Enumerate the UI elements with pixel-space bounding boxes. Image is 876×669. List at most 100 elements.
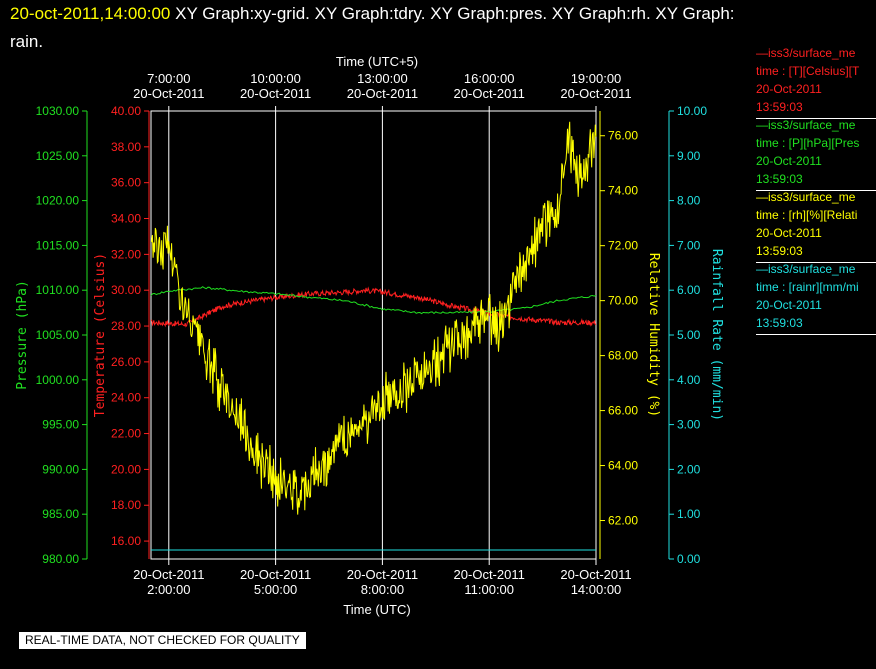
legend-entry-4-line3: 20-Oct-2011 — [756, 298, 822, 312]
rh-tick-label: 64.00 — [608, 459, 638, 473]
temperature-tick-label: 34.00 — [111, 212, 141, 226]
rh-tick-label: 68.00 — [608, 349, 638, 363]
temperature-tick-label: 24.00 — [111, 391, 141, 405]
temperature-tick-label: 26.00 — [111, 355, 141, 369]
x-tick-label-bottom-time: 8:00:00 — [361, 582, 404, 597]
rh-tick-label: 70.00 — [608, 294, 638, 308]
temperature-tick-label: 22.00 — [111, 427, 141, 441]
temperature-tick-label: 18.00 — [111, 498, 141, 512]
series-line-pres — [150, 286, 597, 315]
pressure-tick-label: 1020.00 — [36, 194, 80, 208]
header-timestamp: 20-oct-2011,14:00:00 — [10, 4, 171, 23]
legend-entry-2-line1: —iss3/surface_me — [756, 118, 856, 132]
temperature-tick-label: 36.00 — [111, 176, 141, 190]
legend-entry-4-line2: time : [rainr][mm/mi — [756, 280, 859, 294]
rain-tick-label: 1.00 — [677, 507, 701, 521]
legend-entry-1-line3: 20-Oct-2011 — [756, 82, 822, 96]
plot-frame — [150, 110, 597, 560]
x-tick-label-bottom-date: 20-Oct-2011 — [240, 567, 311, 582]
legend-separator — [756, 262, 876, 263]
legend-entry-3-line2: time : [rh][%][Relati — [756, 208, 858, 222]
pressure-tick-label: 1030.00 — [36, 104, 80, 118]
pressure-tick-label: 1000.00 — [36, 373, 80, 387]
x-tick-label-bottom-date: 20-Oct-2011 — [347, 567, 418, 582]
x-tick-label-bottom-date: 20-Oct-2011 — [133, 567, 204, 582]
header-line-2: rain. — [10, 32, 44, 51]
rain-axis-label: Rainfall Rate (mm/min) — [709, 249, 724, 421]
rain-tick-label: 8.00 — [677, 194, 701, 208]
series-line-tdry — [150, 286, 597, 328]
legend-entry-1-line2: time : [T][Celsius][T — [756, 64, 860, 78]
temperature-tick-label: 38.00 — [111, 140, 141, 154]
legend-entry-4-line1: —iss3/surface_me — [756, 262, 856, 276]
pressure-tick-label: 1015.00 — [36, 238, 80, 252]
x-tick-label-top-date: 20-Oct-2011 — [240, 86, 311, 101]
x-tick-label-bottom-time: 5:00:00 — [254, 582, 297, 597]
pressure-tick-label: 980.00 — [42, 552, 79, 566]
header-graph-list: XY Graph:xy-grid. XY Graph:tdry. XY Grap… — [175, 4, 735, 23]
legend-entry-1-line4: 13:59:03 — [756, 100, 803, 114]
legend-entry-3-line4: 13:59:03 — [756, 244, 803, 258]
rh-tick-label: 66.00 — [608, 404, 638, 418]
top-axis-label: Time (UTC+5) — [336, 54, 418, 69]
x-tick-label-top-time: 19:00:00 — [571, 71, 622, 86]
temperature-tick-label: 40.00 — [111, 104, 141, 118]
rain-tick-label: 9.00 — [677, 149, 701, 163]
bottom-axis-label: Time (UTC) — [343, 602, 410, 617]
temperature-tick-label: 16.00 — [111, 534, 141, 548]
pressure-tick-label: 1025.00 — [36, 149, 80, 163]
rain-tick-label: 3.00 — [677, 418, 701, 432]
legend-entry-2-line2: time : [P][hPa][Pres — [756, 136, 860, 150]
rh-tick-label: 72.00 — [608, 239, 638, 253]
temperature-tick-label: 20.00 — [111, 462, 141, 476]
legend-separator — [756, 334, 876, 335]
rh-tick-label: 76.00 — [608, 129, 638, 143]
x-tick-label-top-time: 16:00:00 — [464, 71, 515, 86]
x-tick-label-bottom-time: 11:00:00 — [464, 582, 514, 597]
x-tick-label-bottom-time: 2:00:00 — [147, 582, 190, 597]
rain-tick-label: 6.00 — [677, 283, 701, 297]
legend-entry-1-line1: —iss3/surface_me — [756, 46, 856, 60]
header-line-1: 20-oct-2011,14:00:00 XY Graph:xy-grid. X… — [10, 3, 735, 25]
series-line-rh — [150, 121, 597, 515]
rain-tick-label: 2.00 — [677, 462, 701, 476]
x-tick-label-bottom-date: 20-Oct-2011 — [454, 567, 525, 582]
rain-tick-label: 7.00 — [677, 238, 701, 252]
pressure-tick-label: 1005.00 — [36, 328, 80, 342]
plot-layer: 20-Oct-20112:00:0020-Oct-20115:00:0020-O… — [36, 71, 708, 597]
rain-tick-label: 5.00 — [677, 328, 701, 342]
rh-tick-label: 74.00 — [608, 184, 638, 198]
temperature-tick-label: 32.00 — [111, 247, 141, 261]
x-tick-label-bottom-date: 20-Oct-2011 — [560, 567, 631, 582]
temperature-tick-label: 30.00 — [111, 283, 141, 297]
quality-badge: REAL-TIME DATA, NOT CHECKED FOR QUALITY — [19, 632, 306, 649]
legend-separator — [756, 190, 876, 191]
x-tick-label-top-date: 20-Oct-2011 — [347, 86, 418, 101]
x-tick-label-top-date: 20-Oct-2011 — [454, 86, 525, 101]
legend-entry-2-line4: 13:59:03 — [756, 172, 803, 186]
rain-tick-label: 10.00 — [677, 104, 707, 118]
pressure-tick-label: 990.00 — [42, 462, 79, 476]
x-tick-label-top-date: 20-Oct-2011 — [560, 86, 631, 101]
x-tick-label-bottom-time: 14:00:00 — [571, 582, 622, 597]
x-tick-label-top-time: 10:00:00 — [250, 71, 301, 86]
pressure-tick-label: 985.00 — [42, 507, 79, 521]
rh-axis-label: Relative Humidity (%) — [646, 253, 661, 417]
rain-tick-label: 0.00 — [677, 552, 701, 566]
x-tick-label-top-date: 20-Oct-2011 — [133, 86, 204, 101]
pressure-axis-label: Pressure (hPa) — [15, 280, 30, 390]
legend-entry-4-line4: 13:59:03 — [756, 316, 803, 330]
legend-entry-2-line3: 20-Oct-2011 — [756, 154, 822, 168]
x-tick-label-top-time: 13:00:00 — [357, 71, 408, 86]
x-tick-label-top-time: 7:00:00 — [147, 71, 190, 86]
legend-entry-3-line3: 20-Oct-2011 — [756, 226, 822, 240]
rain-tick-label: 4.00 — [677, 373, 701, 387]
legend-separator — [756, 118, 876, 119]
temperature-axis-label: Temperature (Celsius) — [93, 253, 108, 417]
rh-tick-label: 62.00 — [608, 514, 638, 528]
pressure-tick-label: 995.00 — [42, 418, 79, 432]
pressure-tick-label: 1010.00 — [36, 283, 80, 297]
legend-entry-3-line1: —iss3/surface_me — [756, 190, 856, 204]
temperature-tick-label: 28.00 — [111, 319, 141, 333]
